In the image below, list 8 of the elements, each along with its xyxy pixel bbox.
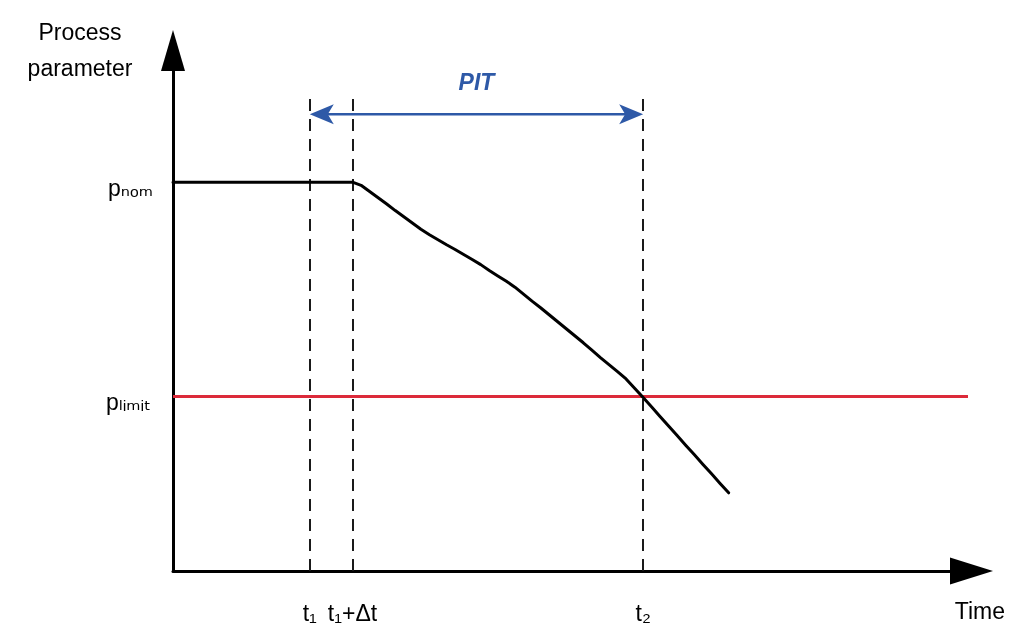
text: PIT [458,69,497,96]
y-axis-title: Process parameter [27,19,133,81]
text: pₙₒₘ [108,175,153,202]
x-tick-label: t₂ [635,599,651,626]
x-tick-label: t₁+Δt [327,599,378,626]
ref-line-label: pₗᵢₘᵢₜ [106,389,151,416]
x-axis-title: Time [954,597,1005,624]
x-tick-label: t₁ [302,599,318,626]
